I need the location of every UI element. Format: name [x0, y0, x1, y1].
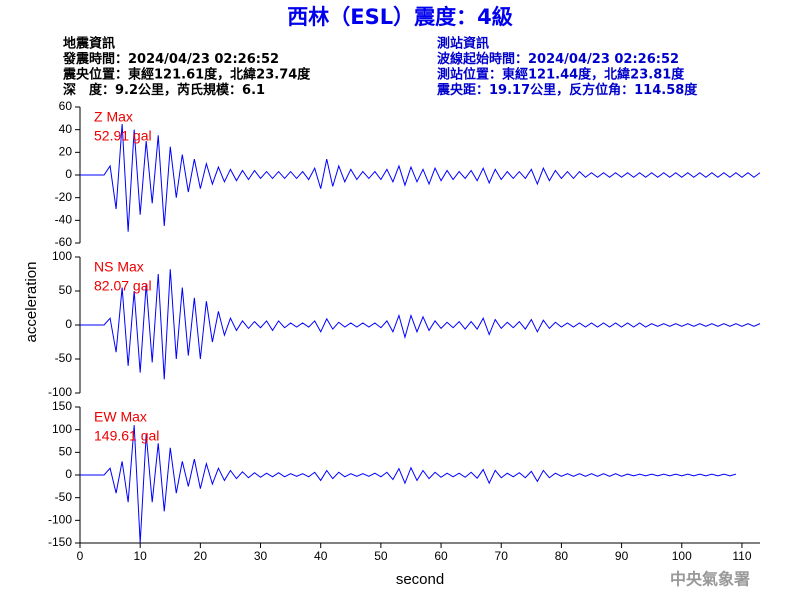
y-tick-label: 50 — [59, 445, 73, 459]
info-line: 發震時間：2024/04/23 02:26:52 — [62, 51, 279, 67]
y-tick-label: -100 — [48, 385, 72, 399]
info-line: 測站位置：東經121.44度，北緯23.81度 — [437, 67, 685, 83]
y-tick-label: 0 — [65, 317, 72, 331]
y-tick-label: 50 — [59, 283, 73, 297]
y-tick-label: -60 — [55, 235, 73, 249]
x-tick-label: 20 — [194, 549, 208, 563]
waveform — [80, 123, 761, 232]
x-axis-label: second — [396, 571, 444, 588]
x-tick-label: 60 — [434, 549, 448, 563]
info-line: 測站資訊 — [437, 36, 489, 52]
y-tick-label: -150 — [48, 535, 72, 549]
x-tick-label: 50 — [374, 549, 388, 563]
annotation: EW Max — [94, 409, 147, 425]
waveform — [80, 425, 737, 544]
y-tick-label: 150 — [52, 399, 72, 413]
x-tick-label: 90 — [615, 549, 629, 563]
y-tick-label: -50 — [55, 490, 73, 504]
x-tick-label: 100 — [672, 549, 692, 563]
y-tick-label: 60 — [59, 99, 73, 113]
watermark: 中央氣象署 — [670, 570, 750, 589]
y-tick-label: 0 — [65, 167, 72, 181]
y-tick-label: 100 — [52, 249, 72, 263]
chart-title: 西林（ESL）震度：4級 — [287, 5, 512, 29]
y-tick-label: 40 — [59, 122, 73, 136]
x-tick-label: 40 — [314, 549, 328, 563]
annotation: 149.61 gal — [94, 428, 159, 444]
annotation: Z Max — [94, 109, 133, 125]
annotation: NS Max — [94, 259, 144, 275]
info-line: 震央位置：東經121.61度，北緯23.74度 — [62, 67, 311, 83]
waveform — [80, 269, 761, 380]
info-line: 波線起始時間：2024/04/23 02:26:52 — [437, 51, 679, 67]
x-tick-label: 0 — [77, 549, 84, 563]
y-axis-label: acceleration — [23, 262, 40, 343]
info-line: 深 度：9.2公里，芮氏規模：6.1 — [63, 82, 265, 98]
y-tick-label: -50 — [55, 351, 73, 365]
info-line: 震央距：19.17公里，反方位角：114.58度 — [436, 82, 698, 98]
x-tick-label: 30 — [254, 549, 268, 563]
annotation: 82.07 gal — [94, 278, 152, 294]
y-tick-label: 0 — [65, 467, 72, 481]
y-tick-label: 100 — [52, 422, 72, 436]
x-tick-label: 70 — [495, 549, 509, 563]
info-line: 地震資訊 — [63, 36, 115, 52]
x-tick-label: 10 — [133, 549, 147, 563]
y-tick-label: -40 — [55, 213, 73, 227]
annotation: 52.91 gal — [94, 128, 152, 144]
x-tick-label: 110 — [732, 549, 751, 563]
y-tick-label: -20 — [55, 190, 73, 204]
y-tick-label: -100 — [48, 513, 72, 527]
x-tick-label: 80 — [555, 549, 569, 563]
y-tick-label: 20 — [59, 145, 73, 159]
